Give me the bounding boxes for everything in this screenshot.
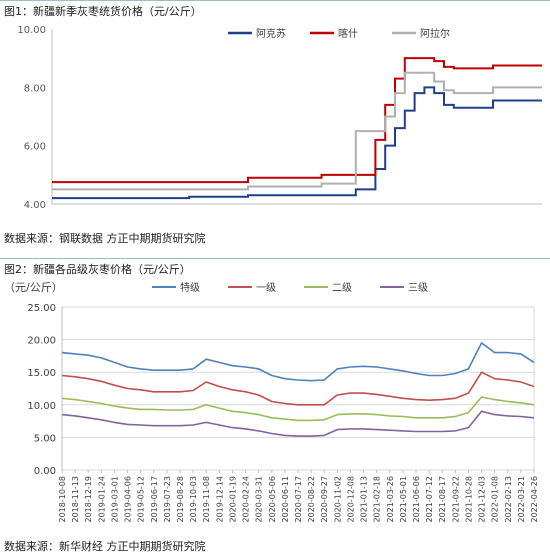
x-tick-label: 2021-05-01 [399,476,408,523]
legend-label-4: 三级 [408,282,428,294]
legend-label-2: 喀什 [338,27,358,40]
x-tick-label: 2019-12-14 [215,476,224,523]
x-tick-label: 2021-09-22 [451,476,460,523]
y-tick-label: 0.00 [34,466,56,477]
x-tick-label: 2020-08-22 [307,476,316,523]
x-tick-label: 2020-03-31 [255,476,264,523]
y-tick-label: 10.00 [27,401,56,412]
x-tick-label: 2021-01-13 [360,476,369,523]
x-tick-label: 2022-02-13 [504,476,513,523]
y-tick-label: 10.00 [17,25,46,36]
x-tick-label: 2019-10-03 [189,476,198,523]
x-tick-label: 2020-09-27 [320,476,329,523]
y-tick-label: 4.00 [24,200,46,211]
figure-1-source: 数据来源：钢联数据 方正中期期货研究院 [4,232,206,245]
series-line-1 [52,86,542,200]
x-tick-label: 2021-02-18 [373,476,382,523]
chart-1: 4.00 6.00 8.00 10.00 阿克苏 喀什 阿拉尔 [17,25,542,211]
legend-label-3: 二级 [332,282,352,294]
y-tick-label: 8.00 [24,83,46,94]
series-line-3 [52,71,542,191]
x-tick-label: 2020-12-08 [346,476,355,523]
x-tick-label: 2021-08-17 [438,476,447,523]
x-tick-label: 2019-08-28 [176,476,185,523]
x-tick-label: 2018-10-08 [58,476,67,523]
figure-2-title: 图2：新疆各品级灰枣价格（元/公斤） [4,263,191,276]
x-tick-label: 2022-04-26 [530,476,539,523]
legend-label-1: 特级 [180,282,200,294]
x-tick-label: 2021-03-26 [386,476,395,523]
x-tick-label: 2020-11-02 [333,476,342,523]
legend-label-1: 阿克苏 [256,27,286,40]
x-tick-label: 2021-12-03 [478,476,487,523]
x-tick-label: 2019-07-23 [163,476,172,523]
x-tick-label: 2020-07-17 [294,476,303,523]
y-tick-label: 25.00 [27,303,56,314]
x-tick-label: 2021-07-12 [425,476,434,523]
series-line-1 [61,342,535,382]
y-tick-label: 6.00 [24,142,46,153]
x-tick-label: 2020-02-24 [242,476,251,523]
x-tick-label: 2019-01-24 [97,476,106,523]
legend-label-3: 阿拉尔 [420,27,450,40]
x-tick-label: 2021-10-28 [464,476,473,523]
series-line-3 [61,396,535,422]
series-line-4 [61,410,535,437]
chart-2: （元/公斤） 0.00 5.00 10.00 15.00 20.00 25.00 2018-1… [4,281,539,523]
x-tick-label: 2018-12-19 [84,476,93,523]
figure-1-title: 图1：新疆新季灰枣统货价格（元/公斤） [4,5,202,18]
x-tick-label: 2019-06-17 [150,476,159,523]
series-line-2 [61,371,535,406]
y-tick-label: 15.00 [27,368,56,379]
x-tick-label: 2019-11-08 [202,476,211,523]
figure-1-panel: 图1：新疆新季灰枣统货价格（元/公斤） 4.00 6.00 8.00 10.00 阿克苏… [0,0,550,256]
x-tick-label: 2018-11-13 [71,476,80,523]
x-tick-label: 2022-03-21 [517,476,526,523]
x-tick-label: 2019-05-12 [137,476,146,523]
x-tick-label: 2020-01-19 [228,476,237,523]
x-tick-label: 2020-05-06 [268,476,277,523]
series-line-2 [52,57,542,184]
y-tick-label: 5.00 [34,433,56,444]
figure-2-source: 数据来源：新华财经 方正中期期货研究院 [4,540,206,553]
legend-label-2: 一级 [256,282,276,294]
x-tick-label: 2019-03-01 [110,476,119,523]
y-tick-label: 20.00 [27,336,56,347]
figure-2-panel: 图2：新疆各品级灰枣价格（元/公斤） （元/公斤） 0.00 5.00 10.00 15… [0,258,550,557]
y-axis-label: （元/公斤） [4,281,63,294]
x-tick-label: 2019-04-06 [124,476,133,523]
x-tick-label: 2020-06-11 [281,476,290,523]
x-tick-label: 2021-06-06 [412,476,421,523]
x-tick-label: 2022-01-08 [491,476,500,523]
